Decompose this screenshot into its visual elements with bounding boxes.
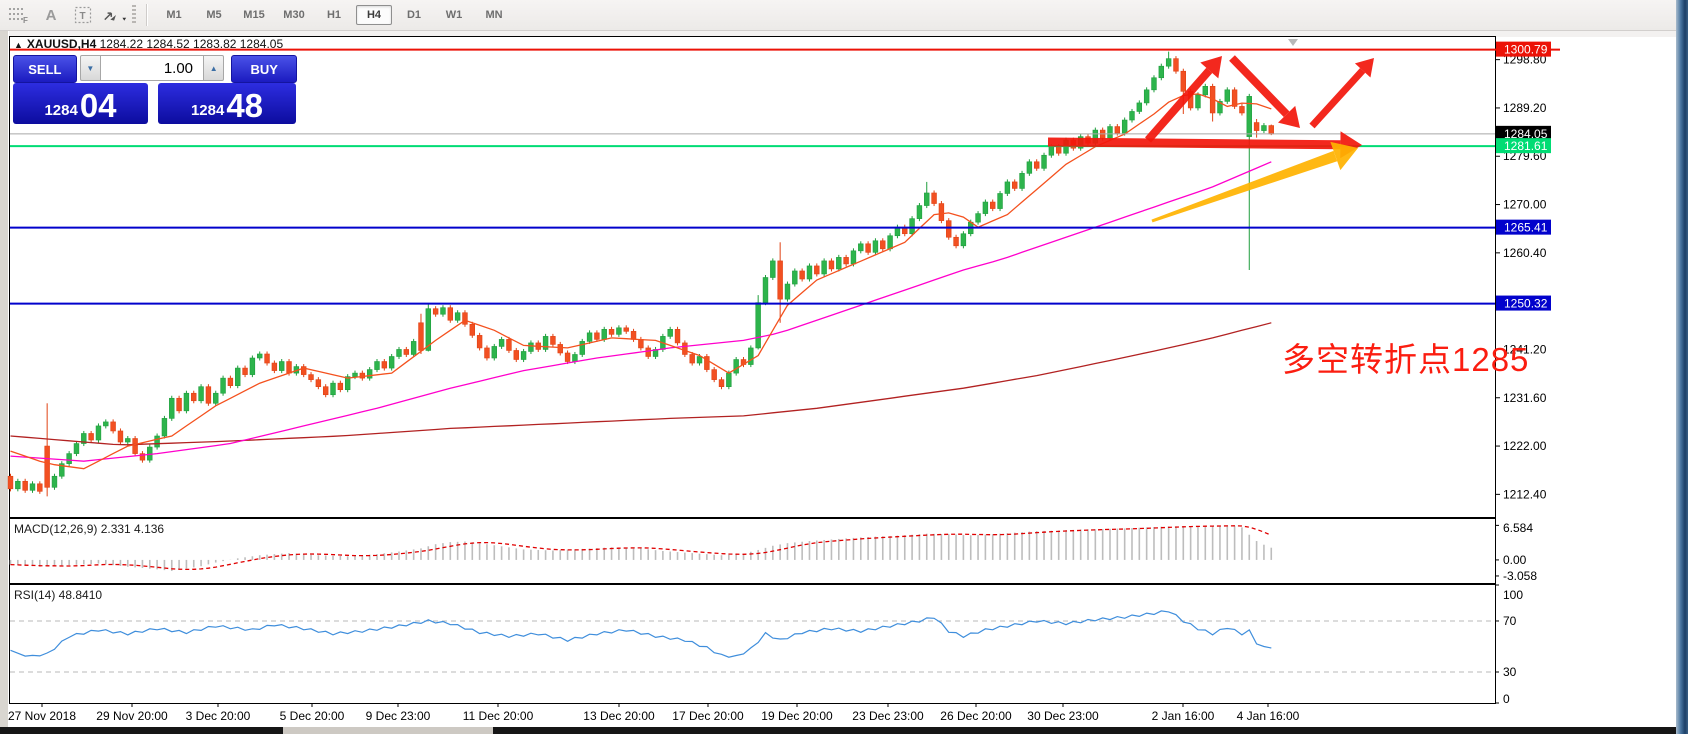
- macd-scale-label: 6.584: [1503, 521, 1533, 535]
- ma-mid-line: [10, 161, 1272, 462]
- macd-scale-label: -3.058: [1503, 569, 1537, 583]
- date-label: 4 Jan 16:00: [1237, 709, 1300, 723]
- hline-price-label: 1281.61: [1504, 139, 1548, 153]
- time-axis: 27 Nov 2018 29 Nov 20:00 3 Dec 20:00 5 Dec …: [8, 703, 1300, 723]
- shift-marker-icon: [1288, 39, 1298, 46]
- hline-price-label: 1284.05: [1504, 127, 1548, 141]
- svg-text:T: T: [80, 11, 86, 22]
- date-label: 13 Dec 20:00: [583, 709, 655, 723]
- fibonacci-icon[interactable]: F: [6, 4, 32, 26]
- macd-scale-label: 0.00: [1503, 553, 1527, 567]
- price-tick-label: 1289.20: [1503, 101, 1547, 115]
- price-tick-label: 1260.40: [1503, 246, 1547, 260]
- hline-price-label: 1300.79: [1504, 43, 1548, 57]
- date-label: 9 Dec 23:00: [366, 709, 431, 723]
- date-label: 30 Dec 23:00: [1027, 709, 1099, 723]
- tf-button-M5[interactable]: M5: [206, 9, 222, 21]
- horizontal-scrollbar[interactable]: [0, 727, 1688, 734]
- ma-slow-line: [10, 322, 1272, 446]
- arrows-icon[interactable]: [102, 4, 128, 26]
- rsi-panel: 100 70 30 0: [10, 584, 1523, 706]
- impulse-up-arrow: [1144, 56, 1222, 143]
- date-label: 19 Dec 20:00: [761, 709, 833, 723]
- date-label: 3 Dec 20:00: [186, 709, 251, 723]
- svg-text:F: F: [23, 16, 28, 24]
- candles-layer: [7, 51, 1274, 497]
- date-label: 2 Jan 16:00: [1152, 709, 1215, 723]
- trend-support-arrow: [1151, 141, 1358, 223]
- tf-button-H1[interactable]: H1: [326, 9, 342, 21]
- collapse-triangle-icon[interactable]: ▲: [14, 40, 23, 50]
- rsi-scale-label: 100: [1503, 588, 1523, 602]
- date-label: 5 Dec 20:00: [280, 709, 345, 723]
- ask-price-small: 1284: [190, 102, 225, 119]
- date-label: 17 Dec 20:00: [672, 709, 744, 723]
- rsi-scale-label: 70: [1503, 614, 1517, 628]
- rsi-scale-label: 0: [1503, 692, 1510, 706]
- price-tick-label: 1241.20: [1503, 342, 1547, 356]
- price-tick-label: 1270.00: [1503, 198, 1547, 212]
- symbol-label: XAUUSD,H4: [26, 37, 97, 51]
- date-label: 26 Dec 20:00: [940, 709, 1012, 723]
- toolbar: F A T M1 M5 M15 M30 H1 H4 D1 W1 MN: [0, 0, 1688, 31]
- sell-button[interactable]: SELL: [13, 55, 77, 83]
- toolbar-separator: [146, 4, 148, 26]
- toolbar-grip: [132, 5, 136, 25]
- bid-price-small: 1284: [44, 102, 78, 119]
- bid-price-big: 04: [79, 87, 117, 124]
- date-label: 27 Nov 2018: [8, 709, 76, 723]
- macd-label: MACD(12,26,9) 2.331 4.136: [14, 522, 165, 536]
- annotation-arrows: [1047, 55, 1374, 223]
- date-label: 11 Dec 20:00: [463, 709, 534, 723]
- volume-increase-button[interactable]: ▲: [203, 55, 225, 81]
- tf-button-W1[interactable]: W1: [445, 9, 463, 21]
- volume-decrease-button[interactable]: ▼: [79, 55, 102, 81]
- tf-button-M15[interactable]: M15: [243, 9, 265, 21]
- tf-button-H4[interactable]: H4: [356, 5, 392, 25]
- window-right-edge: [1676, 0, 1688, 734]
- date-label: 29 Nov 20:00: [96, 709, 168, 723]
- rsi-label: RSI(14) 48.8410: [14, 588, 103, 602]
- hline-price-label: 1265.41: [1504, 221, 1548, 235]
- breakout-up-arrow: [1309, 58, 1374, 129]
- ask-price-big: 48: [226, 87, 264, 124]
- macd-panel: 6.584 0.00 -3.058: [9, 521, 1537, 583]
- text-label-icon[interactable]: T: [70, 4, 96, 26]
- chart-ohlc-header: ▲ XAUUSD,H4 1284.22 1284.52 1283.82 1284.…: [14, 37, 283, 51]
- hline-price-label: 1250.32: [1504, 297, 1548, 311]
- ask-price-box[interactable]: 1284 48: [158, 83, 296, 124]
- tf-button-M1[interactable]: M1: [166, 9, 182, 21]
- tf-button-M30[interactable]: M30: [283, 9, 305, 21]
- ma-fast-line: [10, 93, 1272, 470]
- one-click-trading-panel: SELL ▼ ▲ BUY 1284 04 1284 48: [13, 55, 297, 124]
- date-label: 23 Dec 23:00: [852, 709, 924, 723]
- tf-button-MN[interactable]: MN: [485, 9, 503, 21]
- timeframe-group: M1 M5 M15 M30 H1 H4 D1 W1 MN: [154, 5, 514, 25]
- chevron-down-icon: ▼: [86, 63, 95, 73]
- correction-down-arrow: [1229, 55, 1300, 128]
- bid-price-box[interactable]: 1284 04: [13, 83, 148, 124]
- ohlc-values: 1284.22 1284.52 1283.82 1284.05: [99, 37, 284, 51]
- price-tick-label: 1222.00: [1503, 439, 1547, 453]
- price-tick-label: 1212.40: [1503, 487, 1547, 501]
- tf-button-D1[interactable]: D1: [406, 9, 422, 21]
- text-icon[interactable]: A: [45, 6, 57, 24]
- price-tick-label: 1231.60: [1503, 391, 1547, 405]
- buy-button[interactable]: BUY: [231, 55, 297, 83]
- chevron-up-icon: ▲: [209, 63, 218, 73]
- annotation-text: 多空转折点1285: [1282, 341, 1530, 378]
- scrollbar-thumb[interactable]: [283, 727, 493, 734]
- rsi-scale-label: 30: [1503, 665, 1517, 679]
- volume-input[interactable]: [101, 55, 204, 81]
